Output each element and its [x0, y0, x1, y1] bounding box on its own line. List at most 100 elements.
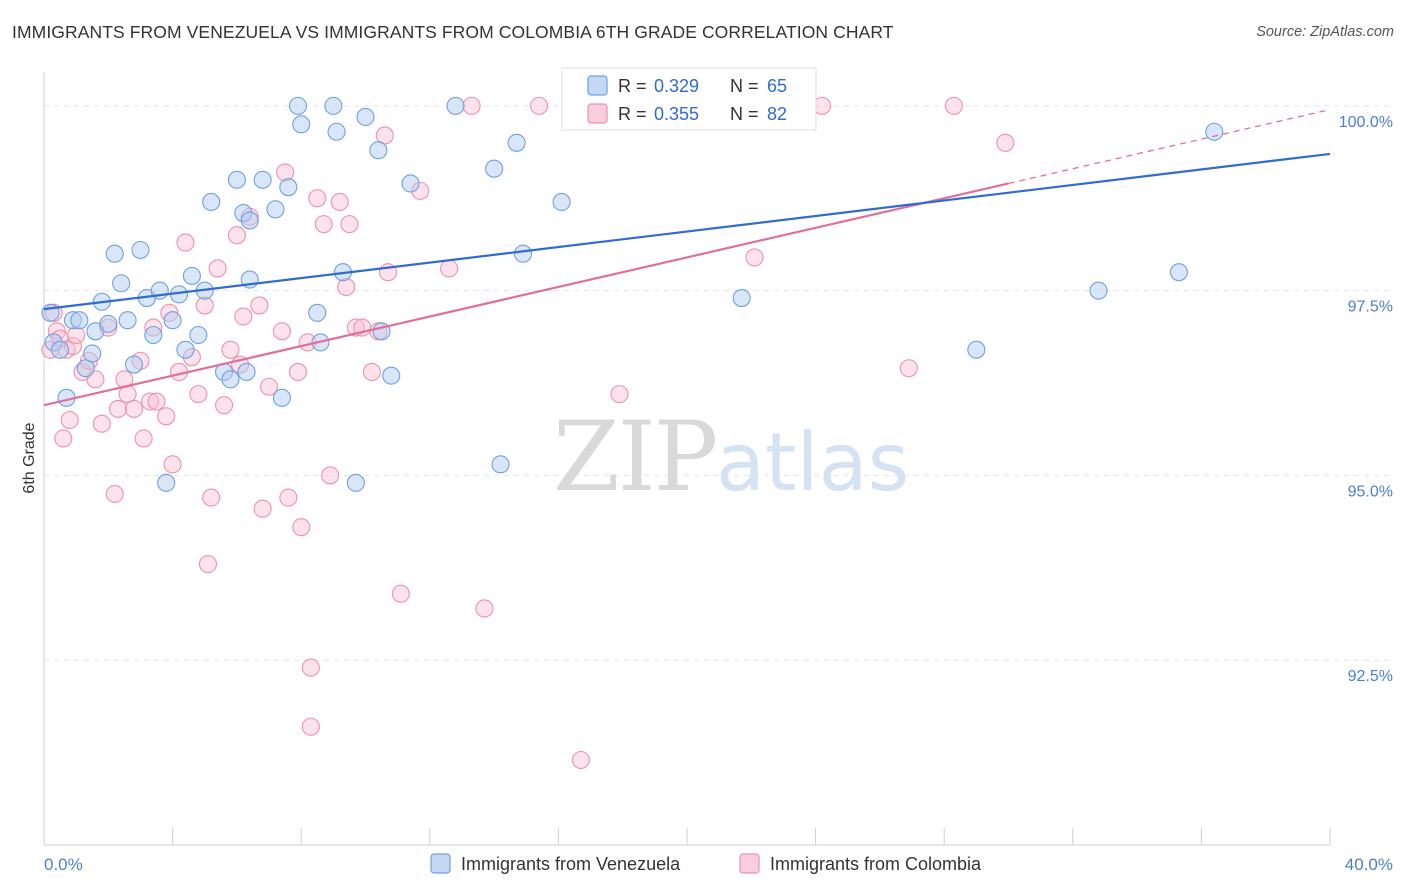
colombia-point [208, 259, 227, 278]
venezuela-point [356, 107, 375, 127]
colombia-point [362, 362, 381, 382]
x-tick-label: 0.0% [44, 855, 83, 874]
venezuela-point [382, 366, 401, 385]
legend-swatch-venezuela [587, 75, 608, 96]
venezuela-point [279, 178, 298, 197]
colombia-point [314, 215, 333, 234]
legend-swatch-colombia [587, 103, 608, 124]
y-axis-label: 6th Grade [21, 422, 38, 493]
colombia-point [301, 717, 320, 736]
legend-n-value-venezuela: 65 [767, 76, 787, 96]
venezuela-point [272, 388, 291, 407]
colombia-point [996, 133, 1015, 152]
legend-r-value-colombia: 0.355 [654, 104, 699, 124]
colombia-point [462, 96, 481, 115]
venezuela-point [401, 174, 420, 193]
venezuela-trend-line [43, 152, 1331, 311]
venezuela-point [485, 159, 504, 178]
source-credit: Source: ZipAtlas.com [1256, 24, 1394, 40]
venezuela-point [446, 96, 465, 115]
watermark-zip: ZIP [553, 401, 716, 513]
venezuela-point [118, 311, 137, 330]
venezuela-point [1089, 281, 1108, 300]
colombia-point [92, 414, 111, 433]
colombia-point [340, 215, 359, 234]
venezuela-point [967, 340, 986, 359]
colombia-point [54, 429, 73, 448]
colombia-point [571, 750, 590, 770]
series-legend-label-colombia: Immigrants from Colombia [770, 854, 982, 874]
chart-title: IMMIGRANTS FROM VENEZUELA VS IMMIGRANTS … [12, 22, 894, 42]
y-tick-label: 95.0% [1348, 483, 1393, 500]
colombia-point [189, 385, 208, 404]
venezuela-point [253, 170, 272, 189]
venezuela-point [507, 133, 526, 152]
venezuela-points [41, 96, 1224, 492]
legend-r-value-venezuela: 0.329 [654, 76, 699, 96]
colombia-point [279, 488, 298, 507]
colombia-point [259, 377, 279, 396]
colombia-point [321, 466, 340, 485]
venezuela-point [157, 473, 176, 492]
colombia-point [288, 362, 308, 382]
venezuela-point [237, 362, 256, 382]
venezuela-point [105, 244, 124, 263]
colombia-point [899, 359, 918, 378]
venezuela-point [112, 274, 131, 293]
venezuela-point [176, 340, 195, 359]
stats-legend: R = 0.329 N = 65 R = 0.355 N = 82 [561, 67, 817, 131]
trend-lines [43, 108, 1331, 407]
colombia-point [163, 455, 182, 474]
colombia-point [530, 96, 549, 115]
venezuela-point [292, 115, 311, 134]
venezuela-point [552, 192, 571, 212]
venezuela-point [288, 96, 308, 115]
legend-r-label-venezuela: R = [618, 76, 647, 96]
series-legend: Immigrants from Venezuela Immigrants fro… [430, 853, 982, 874]
venezuela-point [144, 325, 163, 345]
colombia-point [301, 658, 320, 677]
y-tick-label: 92.5% [1348, 668, 1393, 685]
watermark: ZIP atlas [553, 401, 909, 513]
colombia-point [147, 392, 166, 411]
venezuela-point [221, 370, 240, 389]
venezuela-point [202, 192, 221, 212]
venezuela-point [83, 344, 102, 363]
venezuela-point [346, 473, 365, 492]
series-legend-swatch-venezuela [430, 853, 451, 874]
colombia-point [610, 385, 629, 404]
colombia-point [105, 484, 124, 503]
venezuela-point [131, 240, 150, 260]
colombia-point [141, 392, 160, 411]
colombia-point [60, 410, 79, 430]
colombia-point [253, 499, 272, 518]
x-axis-tick-labels: 0.0% 40.0% [44, 855, 1393, 874]
colombia-point [234, 307, 253, 326]
venezuela-point [163, 311, 182, 330]
colombia-point [134, 429, 153, 448]
venezuela-point [308, 303, 327, 322]
venezuela-point [513, 244, 533, 263]
legend-n-label-venezuela: N = [730, 76, 759, 96]
colombia-point [475, 599, 494, 618]
venezuela-point [70, 311, 89, 330]
venezuela-point [182, 266, 201, 285]
series-legend-swatch-colombia [739, 853, 760, 874]
colombia-points [41, 96, 1015, 770]
colombia-point [108, 399, 127, 418]
y-axis-tick-labels: 92.5% 95.0% 97.5% 100.0% [1339, 114, 1393, 685]
colombia-point [227, 226, 246, 245]
colombia-point [745, 248, 764, 267]
colombia-point [292, 518, 311, 537]
colombia-trend-line [43, 182, 1009, 407]
colombia-point [67, 325, 86, 345]
watermark-atlas: atlas [716, 416, 909, 509]
venezuela-point [732, 288, 751, 308]
venezuela-point [1169, 263, 1188, 282]
venezuela-point [124, 355, 144, 374]
venezuela-point [266, 200, 285, 219]
colombia-point [330, 192, 349, 212]
venezuela-point [327, 122, 346, 141]
